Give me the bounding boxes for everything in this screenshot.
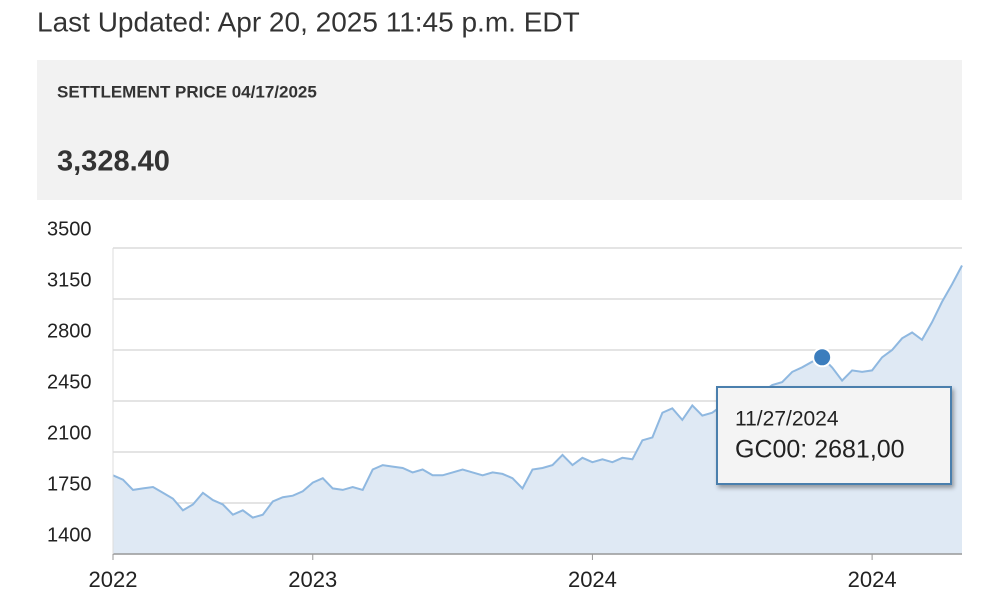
y-tick-label: 2100 bbox=[47, 422, 92, 444]
y-tick-label: 3500 bbox=[47, 218, 92, 240]
y-tick-label: 1400 bbox=[47, 524, 92, 546]
tooltip-box bbox=[716, 386, 952, 485]
x-tick-label: 2022 bbox=[89, 567, 138, 592]
settlement-panel bbox=[37, 60, 962, 200]
hover-marker bbox=[812, 347, 833, 368]
tooltip-value: GC00: 2681,00 bbox=[735, 436, 905, 464]
y-tick-label: 3150 bbox=[47, 269, 92, 291]
chart: 1400 1750 2100 2450 2800 3150 3500 2022 2023 2024… bbox=[47, 218, 963, 592]
x-tick-label: 2024 bbox=[848, 567, 897, 592]
x-tick-label: 2024 bbox=[568, 567, 617, 592]
y-tick-label: 2800 bbox=[47, 320, 92, 342]
x-tick-label: 2023 bbox=[288, 567, 337, 592]
y-tick-label: 1750 bbox=[47, 473, 92, 495]
last-updated: Last Updated: Apr 20, 2025 11:45 p.m. ED… bbox=[37, 6, 580, 37]
y-tick-label: 2450 bbox=[47, 371, 92, 393]
tooltip-date: 11/27/2024 bbox=[735, 408, 839, 431]
settlement-label: SETTLEMENT PRICE 04/17/2025 bbox=[57, 82, 317, 101]
settlement-price: 3,328.40 bbox=[57, 146, 170, 178]
